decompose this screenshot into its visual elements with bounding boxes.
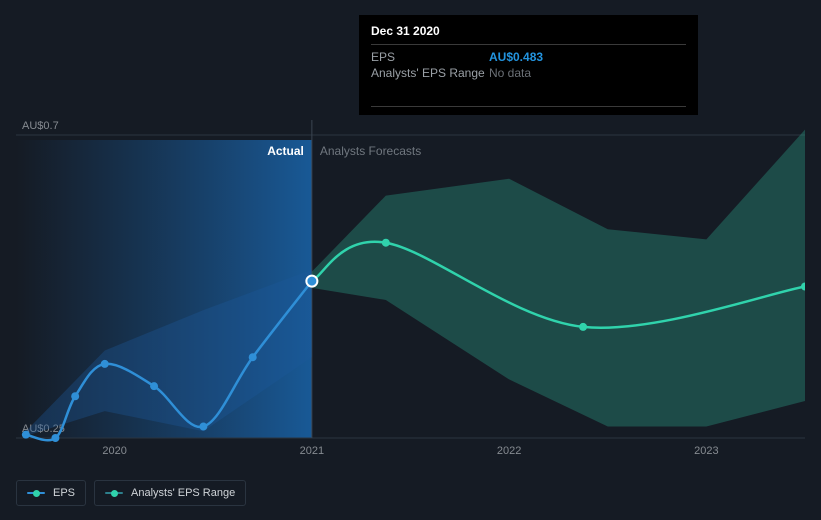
tooltip-row-label: Analysts' EPS Range (371, 65, 489, 81)
legend-item-eps[interactable]: EPS (16, 480, 86, 506)
legend-swatch-icon (27, 489, 45, 497)
tooltip-row-label: EPS (371, 49, 489, 65)
svg-text:2021: 2021 (300, 445, 324, 457)
chart-legend: EPS Analysts' EPS Range (16, 480, 246, 506)
svg-text:AU$0.7: AU$0.7 (22, 120, 59, 132)
tooltip-row-range: Analysts' EPS Range No data (371, 65, 686, 81)
svg-text:2020: 2020 (102, 445, 126, 457)
chart-svg: AU$0.25AU$0.72020202120222023ActualAnaly… (16, 120, 805, 458)
svg-text:Actual: Actual (267, 144, 304, 158)
legend-swatch-icon (105, 489, 123, 497)
tooltip-row-value: No data (489, 65, 531, 81)
svg-text:2023: 2023 (694, 445, 718, 457)
tooltip-row-value: AU$0.483 (489, 49, 543, 65)
legend-label: EPS (53, 487, 75, 499)
svg-text:Analysts Forecasts: Analysts Forecasts (320, 144, 421, 158)
eps-chart[interactable]: AU$0.25AU$0.72020202120222023ActualAnaly… (16, 120, 805, 458)
tooltip-row-eps: EPS AU$0.483 (371, 49, 686, 65)
tooltip-divider (371, 106, 686, 107)
svg-text:2022: 2022 (497, 445, 521, 457)
legend-item-range[interactable]: Analysts' EPS Range (94, 480, 246, 506)
tooltip-divider (371, 44, 686, 45)
tooltip-date: Dec 31 2020 (371, 24, 686, 42)
chart-tooltip: Dec 31 2020 EPS AU$0.483 Analysts' EPS R… (359, 15, 698, 115)
legend-label: Analysts' EPS Range (131, 487, 235, 499)
